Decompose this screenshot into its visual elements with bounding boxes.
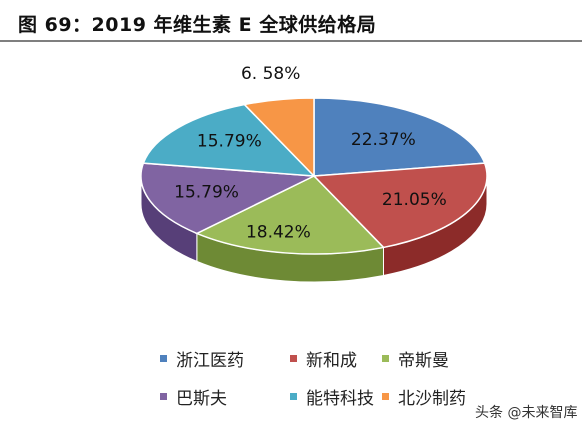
legend-item-0: 浙江医药: [160, 346, 290, 371]
title-divider: [0, 40, 582, 42]
legend-label-1: 新和成: [306, 351, 357, 371]
legend-label-3: 巴斯夫: [176, 389, 227, 409]
legend-swatch-4: [290, 393, 297, 400]
legend-item-4: 能特科技: [290, 384, 382, 409]
legend-swatch-0: [160, 355, 167, 362]
pie-slice-1: [312, 162, 488, 249]
pie-slice-3: [140, 162, 317, 235]
legend-swatch-1: [290, 355, 297, 362]
pie-slice-2: [195, 175, 386, 255]
legend-label-0: 浙江医药: [176, 351, 244, 371]
chart-legend: 浙江医药 新和成 帝斯曼 巴斯夫 能特科技 北沙制药: [160, 346, 480, 409]
chart-title: 图 69：2019 年维生素 E 全球供给格局: [18, 14, 377, 36]
legend-swatch-5: [382, 393, 389, 400]
legend-swatch-2: [382, 355, 389, 362]
data-label-0: 22.37%: [351, 130, 416, 150]
pie-slice-0: [313, 97, 486, 177]
data-label-4: 15.79%: [197, 131, 262, 151]
legend-item-5: 北沙制药: [382, 384, 482, 409]
data-label-3: 15.79%: [174, 183, 239, 203]
legend-label-4: 能特科技: [306, 389, 374, 409]
pie-slice-5: [242, 97, 315, 178]
watermark: 头条 @未来智库: [475, 402, 577, 422]
pie-slice-4: [142, 103, 316, 177]
legend-swatch-3: [160, 393, 167, 400]
legend-label-5: 北沙制药: [398, 389, 466, 409]
data-label-1: 21.05%: [382, 190, 447, 210]
watermark-text: 头条 @未来智库: [475, 405, 578, 421]
data-label-5: 6. 58%: [241, 64, 300, 84]
legend-item-1: 新和成: [290, 346, 382, 371]
data-label-2: 18.42%: [246, 223, 311, 243]
legend-label-2: 帝斯曼: [398, 351, 449, 371]
legend-item-3: 巴斯夫: [160, 384, 290, 409]
legend-item-2: 帝斯曼: [382, 346, 482, 371]
